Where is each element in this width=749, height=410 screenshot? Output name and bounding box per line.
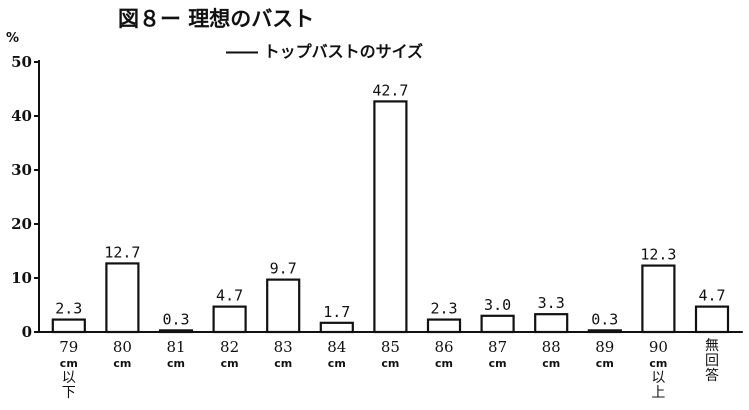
x-tick-label: 87 [488,338,507,356]
bar [694,305,730,334]
x-tick-label: 84 [327,338,346,356]
y-tick-label: 10 [11,269,32,287]
x-tick-label: 79 [59,338,78,356]
data-label: 1.7 [323,303,350,321]
x-tick-note: 無 [705,338,719,354]
x-tick-unit: cm [542,357,560,370]
x-tick-label: 85 [381,338,400,356]
data-label: 2.3 [430,300,457,318]
x-tick-unit: cm [381,357,399,370]
x-tick-label: 88 [542,338,561,356]
x-tick-unit: cm [274,357,292,370]
value-labels: 2.3 12.7 0.3 4.7 9.7 1.7 42.7 2.3 3.0 3.3 0.3 12.3 4… [55,81,725,328]
x-tick-label: 83 [274,338,293,356]
data-label: 0.3 [162,310,189,328]
bar [641,264,676,334]
data-label: 42.7 [372,81,408,99]
bar [373,100,408,334]
bar [534,313,569,334]
x-tick-note: 下 [62,385,76,401]
data-label: 2.3 [55,300,82,318]
x-tick-labels: 79cm以下80cm81cm82cm83cm84cm85cm86cm87cm88… [59,338,719,401]
x-tick-note: 上 [651,385,665,401]
x-tick-unit: cm [649,357,667,370]
chart-subtitle: ―― トップバストのサイズ [226,42,423,61]
bar [51,318,86,334]
x-tick-note: 以 [62,370,76,386]
x-tick-label: 86 [434,338,453,356]
data-label: 12.7 [104,243,140,261]
x-tick-label: 80 [113,338,132,356]
y-tick-label: 50 [11,53,32,71]
bar [587,329,622,334]
chart-title: 図８ー 理想のバスト [118,7,314,31]
x-tick-label: 90 [649,338,668,356]
bar [158,329,194,334]
bar [319,321,354,334]
x-tick-unit: cm [221,357,239,370]
x-tick-unit: cm [328,357,346,370]
bar [212,305,247,334]
y-tick-label: 0 [22,323,32,341]
bars [51,100,730,334]
x-tick-unit: cm [167,357,185,370]
data-label: 12.3 [640,246,676,264]
x-tick-unit: cm [596,357,614,370]
data-label: 4.7 [698,287,725,305]
bar [480,314,515,334]
y-ticks: 0 10 20 30 40 50 [11,53,40,341]
y-tick-label: 30 [11,161,32,179]
x-tick-note: 回 [705,353,719,369]
data-label: 9.7 [270,260,297,278]
bar [426,318,462,334]
x-tick-unit: cm [60,357,78,370]
y-tick-label: 40 [11,107,32,125]
data-label: 3.3 [538,294,565,312]
data-label: 3.0 [484,296,511,314]
bar [266,278,301,334]
x-tick-label: 82 [220,338,239,356]
x-tick-label: 81 [166,338,185,356]
x-tick-unit: cm [435,357,453,370]
x-tick-unit: cm [489,357,507,370]
data-label: 0.3 [591,310,618,328]
data-label: 4.7 [216,287,243,305]
bar [105,262,140,334]
x-tick-unit: cm [113,357,131,370]
x-tick-note: 答 [705,367,719,384]
x-tick-note: 以 [651,370,665,386]
x-tick-label: 89 [595,338,614,356]
y-tick-label: 20 [11,215,32,233]
y-axis-unit: % [6,31,19,46]
